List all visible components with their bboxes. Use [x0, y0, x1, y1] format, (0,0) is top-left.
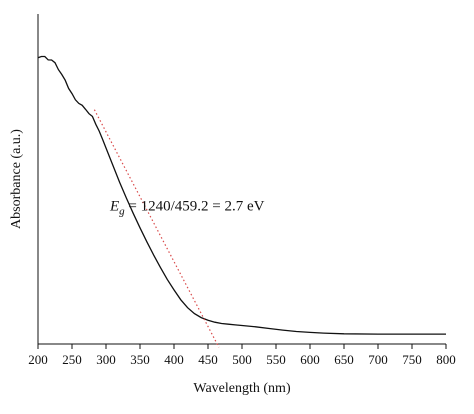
annotation-symbol: E	[109, 198, 119, 214]
x-tick-label: 350	[130, 352, 150, 367]
annotation-subscript: g	[119, 205, 125, 217]
x-tick-label: 200	[28, 352, 48, 367]
axes	[37, 14, 446, 345]
x-tick-label: 300	[96, 352, 116, 367]
x-tick-label: 600	[300, 352, 320, 367]
x-tick-label: 400	[164, 352, 184, 367]
x-tick-label: 800	[436, 352, 456, 367]
x-tick-label: 700	[368, 352, 388, 367]
annotation-text: = 1240/459.2 = 2.7 eV	[125, 198, 265, 214]
x-tick-label: 550	[266, 352, 286, 367]
band-gap-annotation: Eg = 1240/459.2 = 2.7 eV	[109, 198, 265, 217]
x-tick-label: 500	[232, 352, 252, 367]
absorbance-curve	[37, 55, 446, 335]
y-axis-label: Absorbance (a.u.)	[9, 129, 24, 229]
series-layer	[37, 55, 446, 348]
x-ticks: 200 250 300 350 400 450 500 550 600 650 700 750 800	[28, 344, 456, 367]
tangent-line	[93, 109, 220, 348]
x-tick-label: 650	[334, 352, 354, 367]
x-tick-label: 250	[62, 352, 82, 367]
x-tick-label: 750	[402, 352, 422, 367]
x-tick-label: 450	[198, 352, 218, 367]
x-axis-label: Wavelength (nm)	[193, 381, 291, 396]
